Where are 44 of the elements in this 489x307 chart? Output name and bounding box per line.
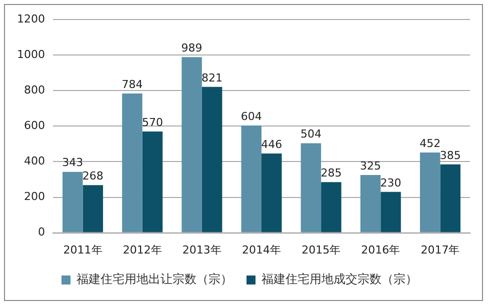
x-tick-label: 2012年 [122,243,162,256]
x-tick-label: 2013年 [182,243,222,256]
data-label: 343 [62,156,84,170]
y-tick-label: 800 [24,84,45,97]
bar [420,152,440,232]
x-tick-label: 2014年 [242,243,281,256]
legend-label: 福建住宅用地出让宗数（宗） [76,272,232,286]
data-label: 604 [240,110,262,123]
data-label: 504 [300,128,322,141]
legend-label: 福建住宅用地成交宗数（宗） [262,272,418,286]
bar [440,164,460,232]
y-tick-label: 400 [24,154,45,168]
bar [82,185,104,232]
x-tick-label: 2015年 [302,243,341,256]
x-tick-label: 2016年 [361,243,400,256]
bar [142,132,163,232]
data-label: 268 [82,170,104,183]
data-label: 446 [261,138,282,151]
bar [241,125,262,232]
x-tick-label: 2017年 [420,243,460,256]
x-tick-label: 2011年 [63,243,102,256]
bar [360,175,381,232]
bar [261,154,282,232]
data-label: 570 [142,116,163,129]
y-tick-label: 200 [24,190,45,204]
data-label: 452 [420,136,441,150]
data-label: 385 [440,148,461,162]
bar [62,172,83,232]
bar [300,143,322,232]
data-label: 285 [320,166,342,180]
y-tick-label: 600 [24,119,45,132]
y-tick-label: 1000 [16,48,45,61]
y-tick-label: 0 [38,226,45,239]
bar [380,192,401,232]
bar [321,182,342,232]
data-label: 325 [360,159,382,172]
bar [202,86,222,232]
data-label: 989 [181,41,202,54]
data-label: 784 [122,78,143,91]
bar [182,57,202,232]
bar [122,94,142,232]
data-label: 230 [380,176,402,190]
data-label: 821 [202,71,223,84]
y-tick-label: 1200 [16,12,45,26]
